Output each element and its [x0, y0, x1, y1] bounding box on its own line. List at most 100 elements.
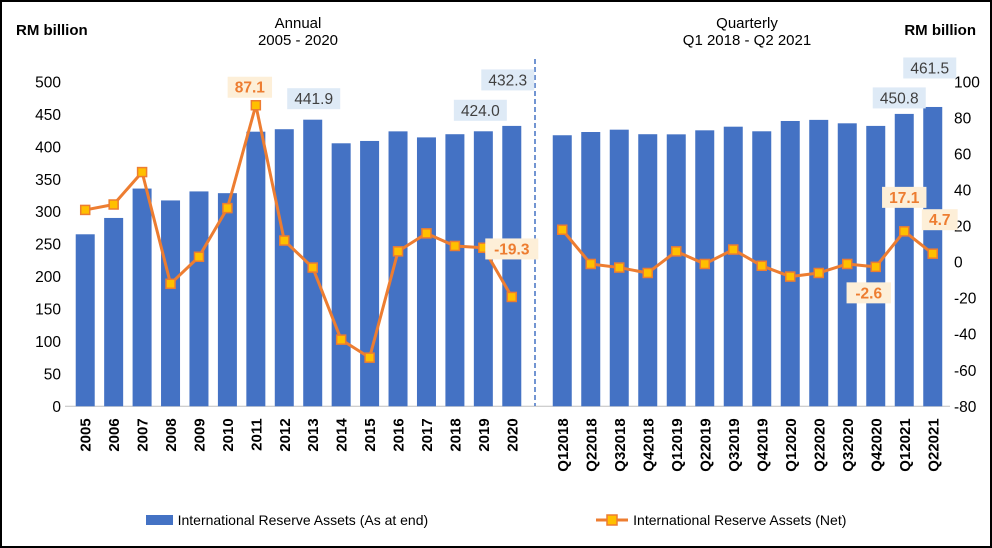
x-label-2008: 2008 [163, 418, 180, 451]
marker-Q12019 [671, 246, 682, 257]
bar-2015 [360, 140, 380, 407]
marker-Q32020 [842, 258, 853, 270]
right-axis-unit-label: RM billion [904, 22, 976, 39]
marker-Q42020 [870, 261, 881, 273]
bar-2020 [502, 125, 522, 407]
data-label-Q22021: 461.5 [910, 60, 949, 77]
marker-Q42018 [642, 267, 653, 279]
right-axis-tick-60: 60 [954, 147, 972, 164]
marker-2008 [165, 278, 176, 290]
x-label-2017: 2017 [419, 418, 436, 451]
legend: International Reserve Assets (As at end)… [2, 512, 990, 528]
right-axis-tick-20: 20 [954, 219, 972, 236]
x-label-2010: 2010 [220, 418, 237, 451]
data-label-2020: 432.3 [488, 72, 527, 89]
x-label-Q22021: Q22021 [925, 418, 942, 471]
x-label-2006: 2006 [106, 418, 123, 451]
marker-2017 [421, 228, 432, 239]
marker-Q42019 [756, 260, 767, 272]
marker-2006 [108, 199, 119, 210]
bar-2010 [217, 193, 237, 407]
right-axis-tick--80: -80 [954, 399, 977, 416]
left-axis-tick-200: 200 [35, 269, 61, 286]
x-label-Q12018: Q12018 [555, 418, 572, 471]
marker-2012 [279, 235, 290, 246]
marker-2010 [222, 202, 233, 214]
x-label-Q22020: Q22020 [811, 418, 828, 471]
marker-2009 [193, 251, 205, 263]
bar-2019 [473, 131, 493, 407]
right-axis-tick-0: 0 [954, 255, 963, 272]
marker-2014 [335, 334, 347, 345]
x-label-Q42020: Q42020 [868, 418, 885, 471]
marker-2011 [250, 99, 262, 111]
quarterly-title-line1: Quarterly [716, 15, 778, 32]
bar-2006 [104, 217, 124, 407]
left-axis-tick-400: 400 [35, 139, 61, 156]
line-series-swatch-icon [596, 514, 629, 526]
annual-net-line [84, 103, 514, 360]
x-label-2018: 2018 [447, 418, 464, 451]
x-label-2012: 2012 [277, 418, 294, 451]
x-label-Q22019: Q22019 [697, 418, 714, 471]
left-axis-tick-450: 450 [35, 107, 61, 124]
marker-2016 [392, 246, 404, 257]
bar-2007 [132, 188, 152, 407]
data-label-bg-Q12021 [872, 87, 926, 109]
x-label-Q12021: Q12021 [897, 418, 914, 471]
right-axis-tick--20: -20 [954, 291, 977, 308]
legend-item-bars: International Reserve Assets (As at end) [145, 512, 428, 528]
bar-2009 [189, 191, 209, 407]
left-axis-tick-0: 0 [52, 399, 61, 416]
x-label-2015: 2015 [362, 418, 379, 451]
data-label-2019: 424.0 [461, 103, 500, 120]
bar-2012 [274, 129, 294, 407]
left-axis-tick-150: 150 [35, 302, 61, 319]
bar-Q12021 [894, 113, 914, 407]
marker-Q22018 [585, 258, 596, 270]
x-label-2007: 2007 [135, 418, 152, 451]
right-axis-tick--60: -60 [954, 363, 977, 380]
bar-Q32019 [723, 126, 743, 407]
quarterly-panel-title: Quarterly Q1 2018 - Q2 2021 [637, 15, 857, 49]
marker-2007 [136, 166, 148, 178]
marker-2013 [307, 262, 318, 273]
bar-2018 [445, 134, 465, 407]
left-axis-tick-250: 250 [35, 237, 61, 254]
data-label-bg-2011 [227, 76, 273, 98]
marker-Q32018 [614, 262, 625, 273]
x-label-2011: 2011 [248, 418, 265, 451]
marker-2020 [506, 291, 518, 303]
marker-2018 [449, 240, 461, 252]
bar-2014 [331, 143, 351, 407]
right-axis-tick-40: 40 [954, 183, 972, 200]
x-label-2013: 2013 [305, 418, 322, 451]
bar-series-swatch-icon [145, 515, 173, 525]
marker-Q12018 [557, 224, 568, 235]
x-label-Q32018: Q32018 [612, 418, 629, 471]
x-label-Q42018: Q42018 [640, 418, 657, 471]
legend-line-label: International Reserve Assets (Net) [633, 512, 847, 528]
marker-Q12020 [785, 271, 796, 282]
bar-2005 [75, 234, 95, 407]
data-label-Q22021: 4.7 [929, 212, 951, 229]
left-axis-tick-500: 500 [35, 75, 61, 92]
data-label-Q12021: 17.1 [889, 190, 920, 207]
annual-title-line1: Annual [274, 15, 322, 32]
x-label-2019: 2019 [476, 418, 493, 451]
annual-panel-title: Annual 2005 - 2020 [188, 15, 408, 49]
right-axis-tick-80: 80 [954, 111, 972, 128]
data-label-2011: 87.1 [235, 80, 266, 97]
x-label-2016: 2016 [391, 418, 408, 451]
x-label-Q22018: Q22018 [583, 418, 600, 471]
data-label-bg-2020 [481, 69, 535, 91]
data-label-2013: 441.9 [294, 91, 333, 108]
x-label-2014: 2014 [334, 418, 351, 452]
data-label-bg-Q42020 [846, 282, 891, 304]
bar-Q12019 [666, 134, 686, 407]
data-label-Q42020: -2.6 [855, 285, 882, 302]
bar-Q12020 [780, 120, 800, 407]
left-axis-tick-100: 100 [35, 334, 61, 351]
right-axis-tick-100: 100 [954, 75, 980, 92]
